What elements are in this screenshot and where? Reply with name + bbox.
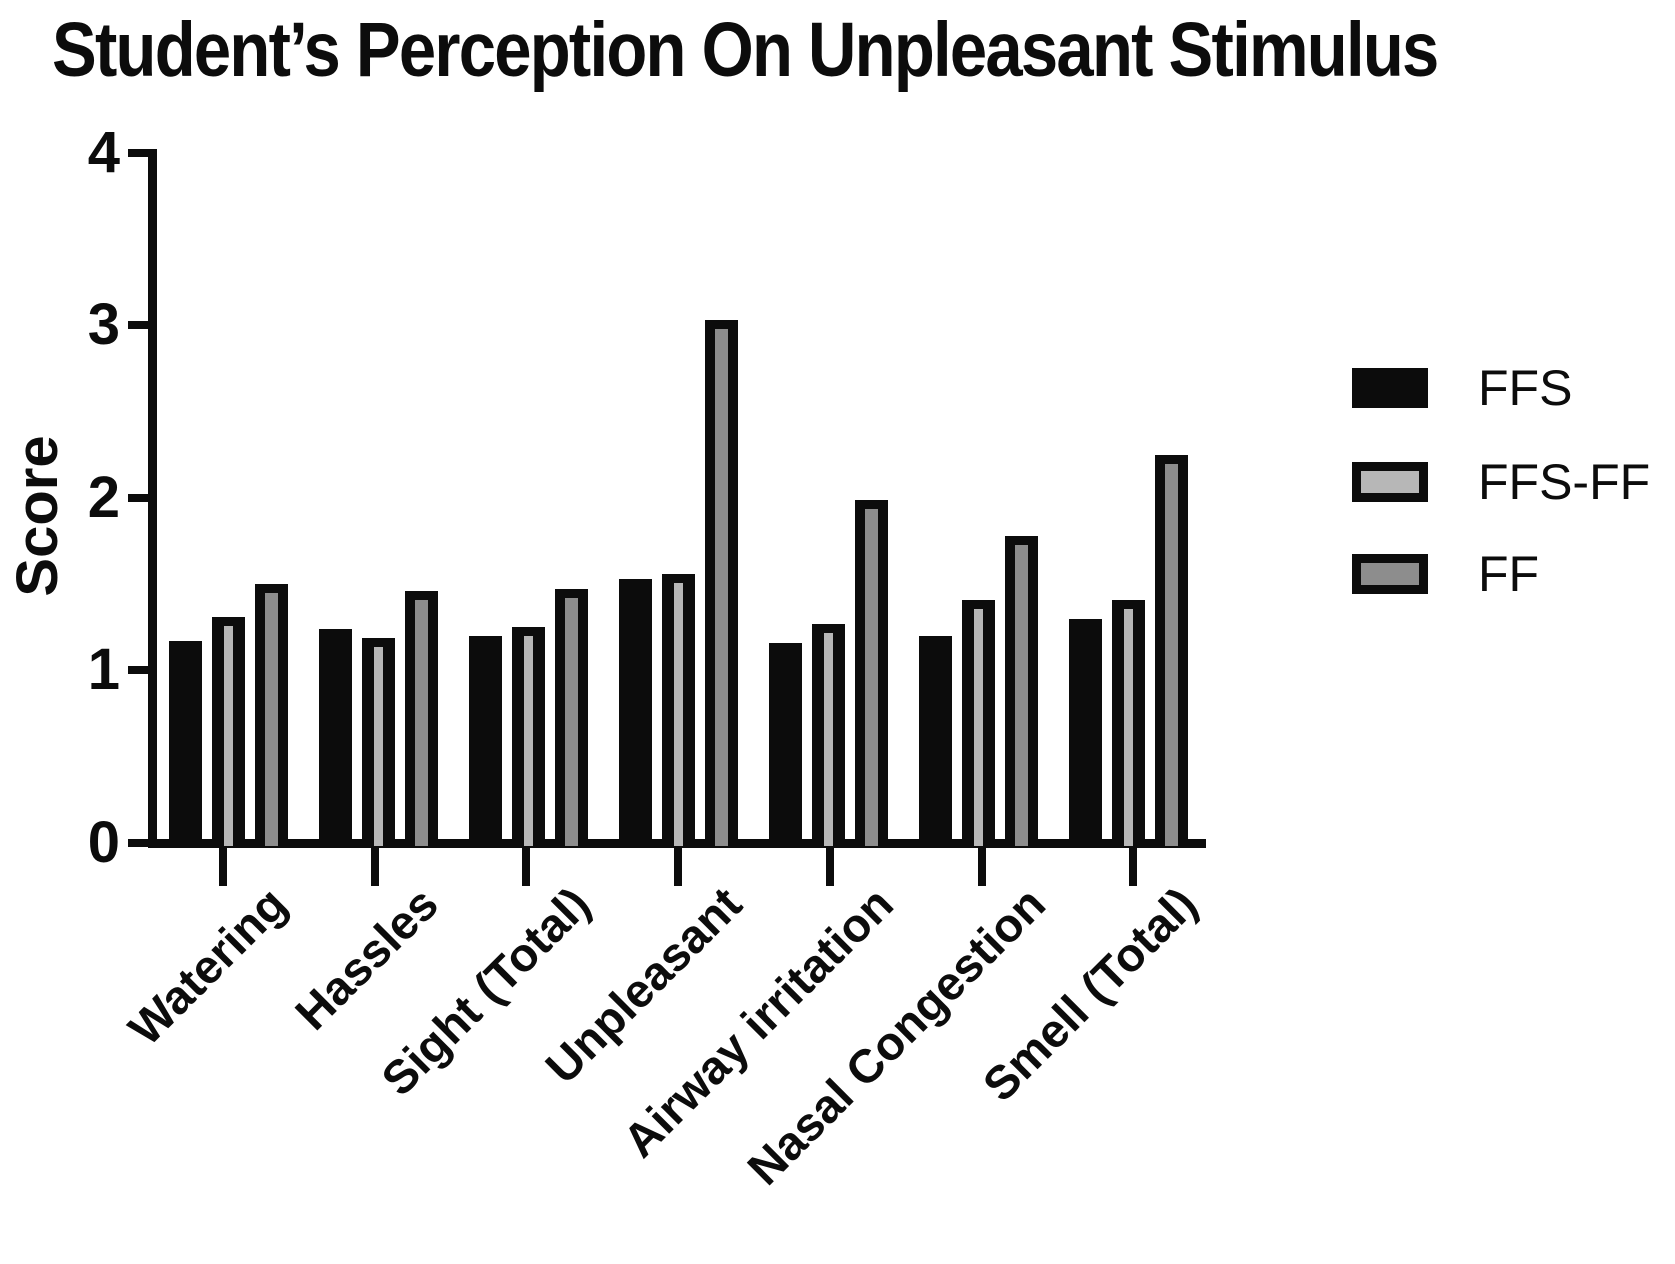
legend-item-ffs-ff: FFS-FF [1352, 457, 1650, 507]
legend-item-ff: FF [1352, 549, 1539, 599]
bar-ffs-ff-6 [961, 599, 995, 846]
y-axis-tick [128, 666, 154, 675]
x-axis-tick [1129, 848, 1138, 886]
chart-title: Student’s Perception On Unpleasant Stimu… [52, 7, 1439, 93]
legend-label-ffs: FFS [1478, 360, 1573, 416]
x-axis-tick [674, 848, 683, 886]
y-tick-label: 3 [87, 292, 120, 358]
bar-ff-7 [1154, 454, 1188, 846]
y-tick-label: 0 [87, 810, 120, 875]
x-category-label: Watering [117, 876, 297, 1056]
bar-ffs-4 [618, 578, 652, 846]
bar-ffs-5 [768, 642, 802, 846]
bar-ff-4 [704, 320, 738, 846]
legend-item-ffs: FFS [1352, 363, 1572, 413]
bar-ffs-2 [318, 628, 352, 846]
legend-swatch-ffs-ff [1352, 462, 1428, 502]
legend-swatch-ff [1352, 554, 1428, 594]
x-axis-tick [825, 848, 834, 886]
x-axis-tick [977, 848, 986, 886]
x-category-label: Airway irritation [612, 876, 903, 1168]
bar-ffs-7 [1068, 618, 1102, 846]
x-axis-tick [522, 848, 531, 886]
legend-label-ff: FF [1478, 546, 1540, 602]
bar-ffs-6 [918, 635, 952, 846]
y-tick-label: 4 [87, 119, 120, 185]
legend-label-ffs-ff: FFS-FF [1478, 454, 1651, 510]
bar-ffs-ff-1 [211, 616, 245, 846]
bar-ffs-ff-3 [511, 627, 545, 846]
bar-ffs-1 [168, 641, 202, 846]
x-axis-tick [370, 848, 379, 886]
y-axis-tick [128, 148, 154, 157]
bar-ff-2 [404, 591, 438, 846]
y-axis-tick [128, 839, 154, 847]
y-tick-label: 2 [87, 464, 120, 530]
bar-ffs-ff-4 [661, 573, 695, 846]
x-axis-tick [219, 848, 227, 886]
bar-ff-6 [1004, 535, 1038, 846]
bar-ffs-3 [468, 635, 502, 846]
bar-ffs-ff-7 [1111, 599, 1145, 846]
y-tick-label: 1 [87, 637, 120, 703]
bar-ff-1 [254, 584, 288, 846]
y-axis-tick [128, 493, 154, 502]
bar-ff-3 [554, 589, 588, 846]
bar-ffs-ff-2 [361, 637, 395, 846]
bar-ffs-ff-5 [811, 623, 845, 846]
y-axis-tick [128, 321, 154, 330]
bar-ff-5 [854, 499, 888, 846]
legend-swatch-ffs [1352, 368, 1428, 408]
